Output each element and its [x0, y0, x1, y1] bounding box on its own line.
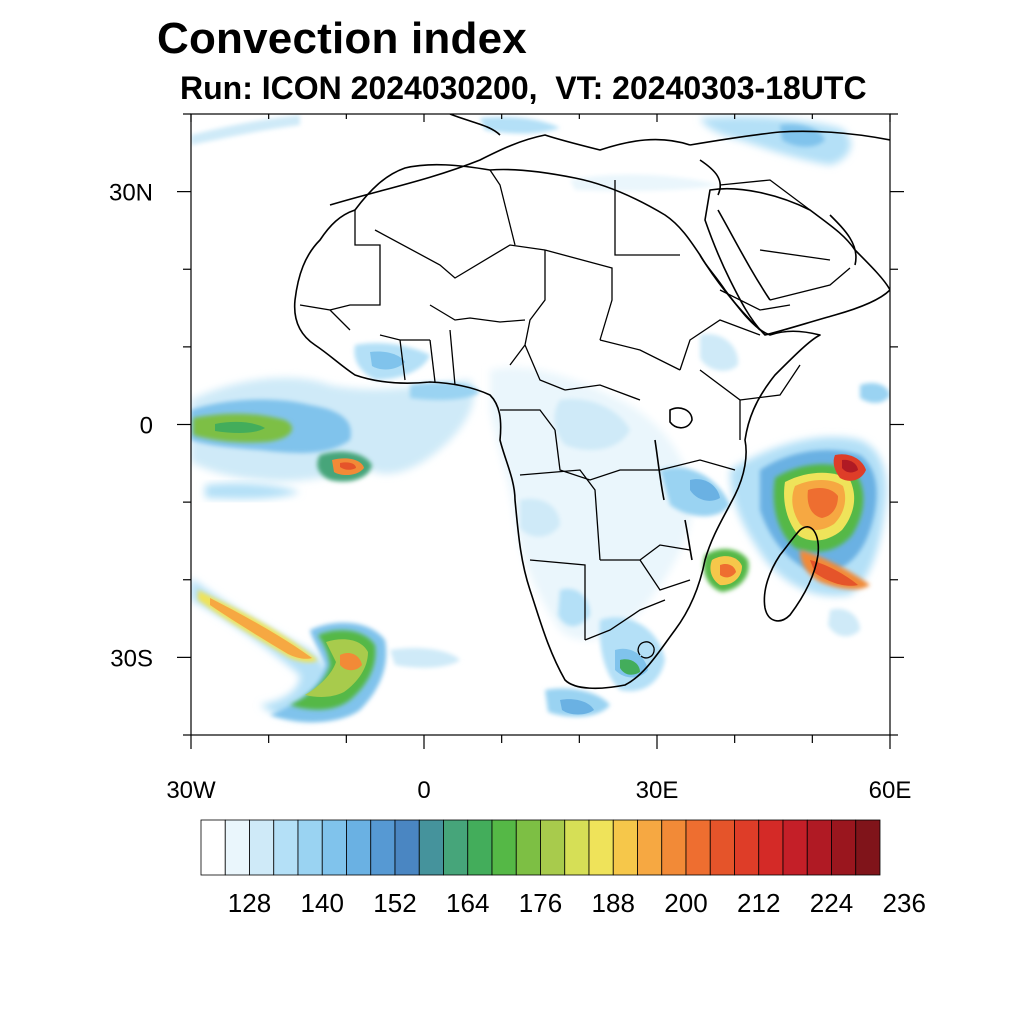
axis-ticks: [177, 113, 904, 749]
axis-tick-labels: 30W 0 30E 60E 30N 0 30S: [109, 180, 911, 804]
colorbar-labels: 128 140 152 164 176 188 200 212 224 236: [228, 888, 926, 918]
colorbar-swatch: [564, 819, 590, 876]
colorbar-swatch: [249, 819, 275, 876]
chart-title: Convection index: [157, 14, 527, 63]
colorbar-label: 152: [373, 888, 416, 918]
chart-subtitle: Run: ICON 2024030200, VT: 20240303-18UTC: [180, 70, 867, 106]
colorbar-swatch: [806, 819, 832, 876]
colorbar-swatch: [394, 819, 420, 876]
colorbar-swatch: [491, 819, 517, 876]
x-tick-label: 60E: [869, 777, 912, 804]
colorbar-swatch: [831, 819, 857, 876]
x-tick-label: 30E: [636, 777, 679, 804]
x-tick-label: 0: [417, 777, 430, 804]
country-borders: [299, 169, 851, 659]
colorbar-swatch: [467, 819, 493, 876]
colorbar-label: 236: [883, 888, 926, 918]
colorbar-swatch: [855, 819, 881, 876]
colorbar-swatch: [297, 819, 323, 876]
colorbar-label: 164: [446, 888, 489, 918]
colorbar-label: 200: [664, 888, 707, 918]
colorbar-label: 212: [737, 888, 780, 918]
colorbar-swatch: [782, 819, 808, 876]
colorbar-swatch: [200, 819, 226, 876]
colorbar-label: 128: [228, 888, 271, 918]
convection-index-field: [191, 115, 890, 722]
colorbar-swatch: [443, 819, 469, 876]
colorbar-swatch: [370, 819, 396, 876]
colorbar-label: 176: [519, 888, 562, 918]
colorbar-swatch: [540, 819, 566, 876]
colorbar-swatch: [418, 819, 444, 876]
colorbar-swatch: [515, 819, 541, 876]
colorbar-swatch: [273, 819, 299, 876]
colorbar-label: 224: [810, 888, 853, 918]
colorbar-swatch: [637, 819, 663, 876]
colorbar-swatch: [588, 819, 614, 876]
colorbar-swatch: [321, 819, 347, 876]
colorbar-label: 188: [592, 888, 635, 918]
colorbar: [200, 819, 881, 876]
x-tick-label: 30W: [166, 777, 216, 804]
colorbar-swatch: [661, 819, 687, 876]
colorbar-swatch: [612, 819, 638, 876]
colorbar-swatch: [734, 819, 760, 876]
colorbar-swatch: [685, 819, 711, 876]
colorbar-swatch: [758, 819, 784, 876]
y-tick-label: 0: [140, 413, 153, 440]
colorbar-swatch: [224, 819, 250, 876]
colorbar-swatch: [346, 819, 372, 876]
colorbar-label: 140: [301, 888, 344, 918]
y-tick-label: 30N: [109, 180, 153, 207]
y-tick-label: 30S: [110, 645, 153, 672]
colorbar-swatch: [709, 819, 735, 876]
